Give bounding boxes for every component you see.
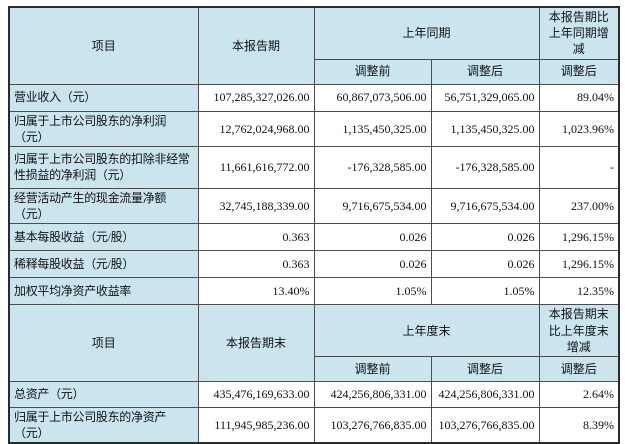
value-before-adjust: 424,256,806,331.00: [313, 380, 432, 408]
table-row-diluted-eps: 稀释每股收益（元/股） 0.363 0.026 0.026 1,296.15%: [8, 250, 620, 279]
value-before-adjust: 1.05%: [313, 277, 432, 306]
table-row-total-assets: 总资产（元） 435,476,169,633.00 424,256,806,33…: [8, 380, 620, 408]
financial-summary-table: 项目 本报告期 上年同期 本报告期比上年同期增减 调整前 调整后 调整后 营业收…: [8, 6, 621, 444]
value-current: 111,945,985,236.00: [197, 406, 315, 444]
value-change: 1,296.15%: [538, 250, 620, 279]
table1-header-prior-group: 上年同期: [313, 6, 540, 60]
row-label: 稀释每股收益（元/股）: [8, 250, 199, 279]
value-before-adjust: 60,867,073,506.00: [313, 83, 432, 112]
value-current: 32,745,188,339.00: [197, 187, 315, 225]
table-row-operating-cash-flow: 经营活动产生的现金流量净额（元） 32,745,188,339.00 9,716…: [8, 187, 620, 225]
table1-header-item: 项目: [8, 6, 199, 85]
value-after-adjust: -176,328,585.00: [430, 145, 540, 189]
table-row-basic-eps: 基本每股收益（元/股） 0.363 0.026 0.026 1,296.15%: [8, 223, 620, 252]
table1-header-before-adjust: 调整前: [313, 58, 432, 85]
value-before-adjust: 0.026: [313, 250, 432, 279]
table1-header-change-group: 本报告期比上年同期增减: [538, 6, 620, 60]
value-change: 2.64%: [538, 380, 620, 408]
table2-header-row-sub: 调整前 调整后 调整后: [9, 355, 620, 382]
value-after-adjust: 1,135,450,325.00: [430, 110, 540, 147]
table-row-weighted-avg-roe: 加权平均净资产收益率 13.40% 1.05% 1.05% 12.35%: [8, 277, 620, 306]
value-change: 1,296.15%: [538, 223, 620, 252]
value-after-adjust: 56,751,329,065.00: [430, 83, 540, 112]
table-row-net-profit-excl-nonrecurring: 归属于上市公司股东的扣除非经常性损益的净利润（元） 11,661,616,772…: [8, 145, 620, 189]
table1-header-current-period: 本报告期: [197, 6, 315, 85]
value-change: 89.04%: [538, 83, 620, 112]
value-change: 1,023.96%: [538, 110, 620, 147]
table1-header-change-sub: 调整后: [538, 58, 620, 85]
value-current: 12,762,024,968.00: [197, 110, 315, 147]
table2-header-row-main: 项目 本报告期末 上年度末 本报告期末比上年度末增减: [8, 304, 620, 382]
value-change: -: [538, 145, 620, 189]
table2-header-prior-group: 上年度末: [313, 304, 540, 357]
table-row-net-profit: 归属于上市公司股东的净利润（元） 12,762,024,968.00 1,135…: [8, 110, 620, 147]
value-after-adjust: 424,256,806,331.00: [430, 380, 540, 408]
row-label: 经营活动产生的现金流量净额（元）: [8, 187, 199, 225]
value-after-adjust: 9,716,675,534.00: [430, 187, 540, 225]
value-before-adjust: 103,276,766,835.00: [313, 406, 432, 444]
financial-summary-table-container: 项目 本报告期 上年同期 本报告期比上年同期增减 调整前 调整后 调整后 营业收…: [8, 6, 621, 444]
value-current: 11,661,616,772.00: [197, 145, 315, 189]
row-label: 加权平均净资产收益率: [8, 277, 199, 306]
row-label: 归属于上市公司股东的净资产（元）: [8, 406, 199, 444]
row-label: 营业收入（元）: [8, 83, 199, 112]
table2-header-before-adjust: 调整前: [313, 355, 432, 382]
value-after-adjust: 1.05%: [430, 277, 540, 306]
value-change: 8.39%: [538, 406, 620, 444]
value-change: 12.35%: [538, 277, 620, 306]
value-after-adjust: 0.026: [430, 223, 540, 252]
table1-header-after-adjust: 调整后: [430, 58, 540, 85]
table2-header-change-sub: 调整后: [538, 355, 620, 382]
value-current: 0.363: [197, 223, 315, 252]
value-before-adjust: 9,716,675,534.00: [313, 187, 432, 225]
table1-header-row-sub: 调整前 调整后 调整后: [9, 58, 620, 85]
value-current: 0.363: [197, 250, 315, 279]
row-label: 归属于上市公司股东的扣除非经常性损益的净利润（元）: [8, 145, 199, 189]
table-row-net-assets: 归属于上市公司股东的净资产（元） 111,945,985,236.00 103,…: [8, 406, 620, 444]
value-current: 435,476,169,633.00: [197, 380, 315, 408]
table2-header-change-group: 本报告期末比上年度末增减: [538, 304, 620, 357]
row-label: 归属于上市公司股东的净利润（元）: [8, 110, 199, 147]
value-before-adjust: -176,328,585.00: [313, 145, 432, 189]
value-before-adjust: 0.026: [313, 223, 432, 252]
value-before-adjust: 1,135,450,325.00: [313, 110, 432, 147]
value-after-adjust: 103,276,766,835.00: [430, 406, 540, 444]
value-current: 107,285,327,026.00: [197, 83, 315, 112]
value-after-adjust: 0.026: [430, 250, 540, 279]
table2-header-after-adjust: 调整后: [430, 355, 540, 382]
row-label: 总资产（元）: [8, 380, 199, 408]
value-change: 237.00%: [538, 187, 620, 225]
table-row-revenue: 营业收入（元） 107,285,327,026.00 60,867,073,50…: [8, 83, 620, 112]
table2-header-item: 项目: [8, 304, 199, 382]
value-current: 13.40%: [197, 277, 315, 306]
table2-header-current-period: 本报告期末: [197, 304, 315, 382]
row-label: 基本每股收益（元/股）: [8, 223, 199, 252]
table1-header-row-main: 项目 本报告期 上年同期 本报告期比上年同期增减: [8, 6, 620, 85]
